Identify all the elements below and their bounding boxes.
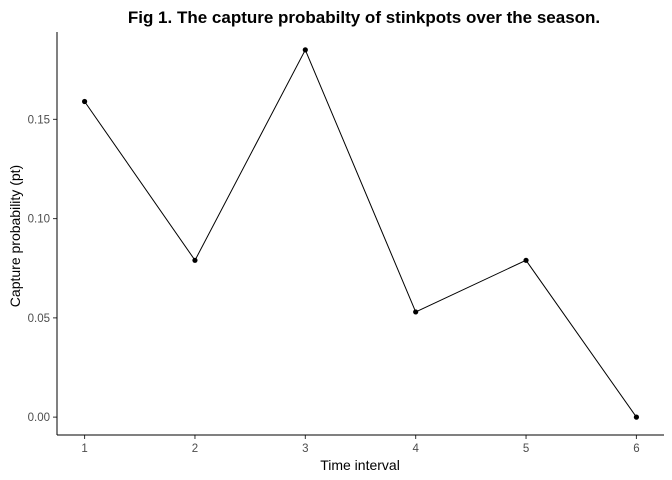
data-point [302,47,308,53]
y-tick-label: 0.15 [28,114,50,126]
data-point [633,414,640,420]
plot-area: 0.00 0.05 0.10 0.15 1 2 3 4 5 6 [28,32,664,455]
data-point [192,257,198,263]
x-tick-label: 3 [302,443,308,455]
y-tick-label: 0.05 [28,313,50,325]
x-tick-label: 4 [412,443,419,455]
data-point [523,257,529,263]
y-tick-label: 0.00 [28,412,50,424]
y-tick-label: 0.10 [28,214,50,226]
x-tick-label: 6 [633,443,639,455]
data-point [413,309,419,315]
data-points [81,47,640,420]
y-axis-title: Capture probability (pt) [7,165,23,307]
y-axis-ticks: 0.00 0.05 0.10 0.15 [28,114,57,424]
data-point [81,98,88,105]
x-axis-ticks: 1 2 3 4 5 6 [81,435,640,455]
x-tick-label: 1 [81,443,87,455]
x-tick-label: 2 [192,443,198,455]
x-axis-title: Time interval [320,457,400,473]
chart-title: Fig 1. The capture probabilty of stinkpo… [128,8,600,27]
x-tick-label: 5 [523,443,529,455]
series-line [84,48,637,418]
